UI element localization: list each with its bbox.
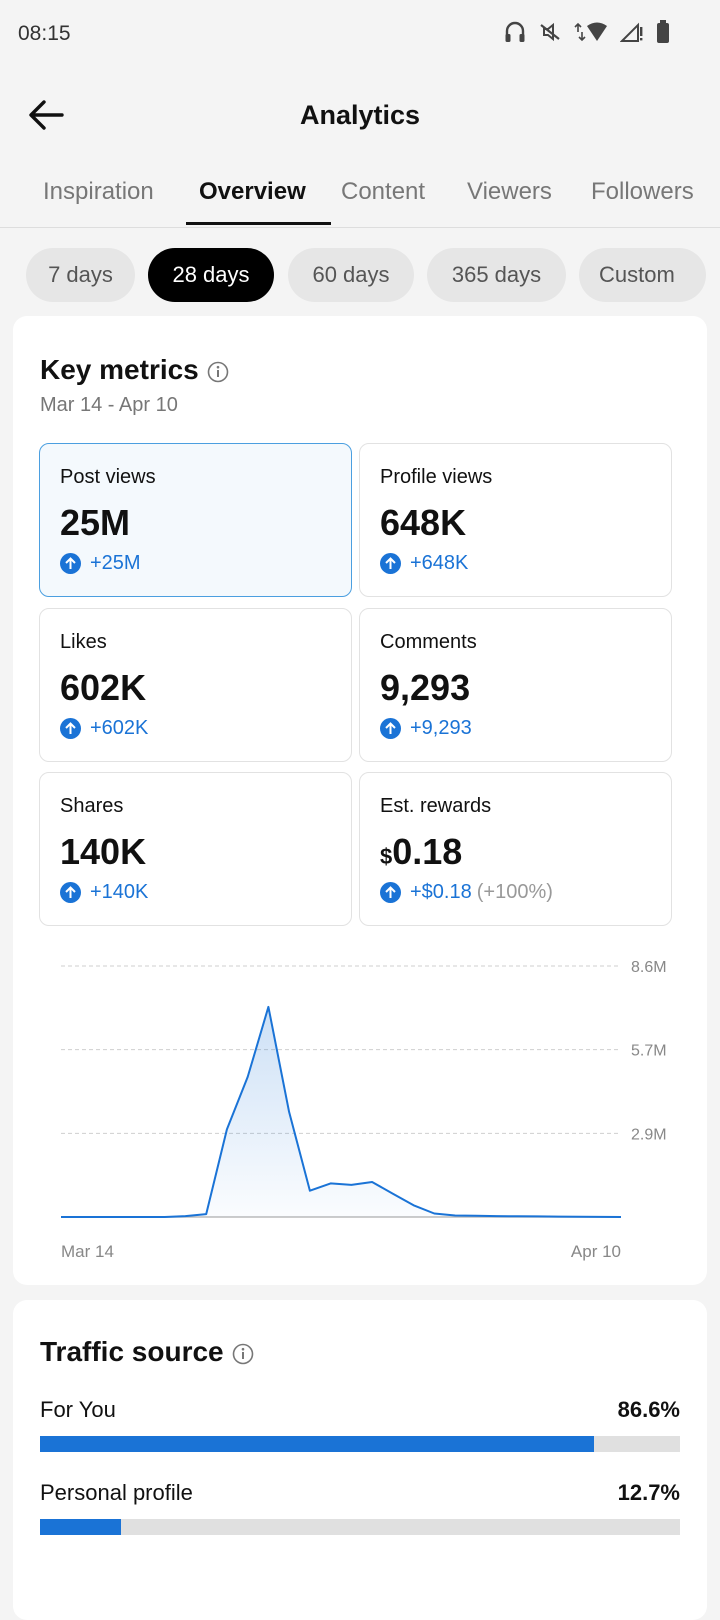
traffic-percent: 12.7% (617, 1480, 680, 1505)
range-chip-60-days[interactable]: 60 days (288, 248, 414, 302)
traffic-source-title: Traffic source (40, 1336, 224, 1367)
metric-value-number: 0.18 (392, 831, 463, 872)
metric-change-value: +$0.18 (410, 881, 472, 903)
metric-change-value: +140K (90, 881, 149, 903)
headphones-icon (505, 21, 525, 42)
metric-label: Post views (60, 466, 156, 488)
metric-change: +9,293 (380, 717, 472, 740)
traffic-label: Personal profile (40, 1480, 193, 1505)
traffic-source-card: Traffic source For You 86.6% Personal pr… (13, 1300, 707, 1620)
mute-icon (540, 22, 560, 42)
chart-svg: 2.9M 5.7M 8.6M Mar 14 Apr 10 (61, 959, 667, 1261)
metric-change: +140K (60, 881, 148, 904)
arrow-up-icon (60, 553, 81, 574)
range-chip-28-days[interactable]: 28 days (148, 248, 274, 302)
metric-value: 140K (60, 831, 147, 872)
key-metrics-title: Key metrics (40, 354, 199, 385)
metric-change: +$0.18 (+100%) (380, 881, 553, 904)
chart-area (61, 1006, 621, 1217)
metric-est-rewards[interactable]: Est. rewards $0.18 +$0.18 (+100%) (359, 772, 672, 926)
traffic-source-heading: Traffic source (40, 1336, 254, 1368)
chart-series-line (61, 1005, 622, 1218)
traffic-label: For You (40, 1397, 116, 1422)
metric-value: $0.18 (380, 831, 462, 873)
traffic-bar-track (40, 1436, 680, 1452)
metric-label: Est. rewards (380, 795, 492, 817)
range-chip-7-days[interactable]: 7 days (26, 248, 135, 302)
back-arrow-icon (29, 100, 64, 130)
metric-label: Likes (60, 631, 107, 653)
tab-inspiration[interactable]: Inspiration (43, 178, 154, 205)
currency-symbol: $ (380, 844, 393, 869)
metric-shares[interactable]: Shares 140K +140K (39, 772, 352, 926)
metric-label: Profile views (380, 466, 493, 488)
metric-post-views[interactable]: Post views 25M +25M (39, 443, 352, 597)
key-metrics-date-range: Mar 14 - Apr 10 (40, 394, 178, 416)
metric-value: 648K (380, 502, 467, 543)
key-metrics-heading: Key metrics (40, 354, 229, 386)
chart-y-tick-label: 8.6M (631, 959, 667, 976)
metric-change: +602K (60, 717, 148, 740)
traffic-bar-fill (40, 1519, 122, 1535)
tab-viewers[interactable]: Viewers (467, 178, 552, 205)
wifi-icon (574, 22, 607, 42)
chart-x-tick-label: Mar 14 (61, 1242, 114, 1261)
metric-change-value: +9,293 (410, 717, 472, 739)
metric-likes[interactable]: Likes 602K +602K (39, 608, 352, 762)
arrow-up-icon (60, 718, 81, 739)
chart-y-tick-label: 5.7M (631, 1043, 667, 1060)
battery-icon (657, 20, 669, 43)
info-icon[interactable] (232, 1343, 254, 1365)
date-range-chips: 7 days 28 days 60 days 365 days Custom (26, 248, 706, 302)
metric-value: 25M (60, 502, 131, 543)
range-chip-custom[interactable]: Custom (579, 248, 706, 302)
range-chip-365-days[interactable]: 365 days (427, 248, 566, 302)
metric-profile-views[interactable]: Profile views 648K +648K (359, 443, 672, 597)
info-icon[interactable] (207, 361, 229, 383)
key-metrics-card: Key metrics Mar 14 - Apr 10 Post views 2… (13, 316, 707, 1285)
post-views-chart[interactable]: 2.9M 5.7M 8.6M Mar 14 Apr 10 (49, 956, 679, 1266)
metric-value: 602K (60, 667, 147, 708)
active-tab-indicator (186, 222, 331, 225)
tab-followers[interactable]: Followers (591, 178, 694, 205)
arrow-up-icon (380, 882, 401, 903)
metric-change-value: +602K (90, 717, 149, 739)
signal-icon (620, 22, 643, 42)
traffic-bar-track (40, 1519, 680, 1535)
metric-comments[interactable]: Comments 9,293 +9,293 (359, 608, 672, 762)
tab-content[interactable]: Content (341, 178, 426, 205)
metric-label: Shares (60, 795, 124, 817)
tab-overview[interactable]: Overview (199, 178, 306, 205)
arrow-up-icon (380, 718, 401, 739)
tab-bar: Inspiration Overview Content Viewers Fol… (0, 162, 720, 228)
metric-change-value: +648K (410, 552, 469, 574)
chart-y-tick-label: 2.9M (631, 1126, 667, 1143)
arrow-up-icon (60, 882, 81, 903)
app-bar: Analytics (0, 72, 720, 162)
status-icons (504, 20, 670, 44)
metric-change-percent: (+100%) (476, 881, 553, 903)
chart-x-tick-label: Apr 10 (571, 1242, 621, 1261)
metric-change-value: +25M (90, 552, 141, 574)
page-title: Analytics (299, 100, 421, 130)
status-bar: 08:15 (0, 0, 720, 72)
metric-change: +25M (60, 552, 141, 575)
back-button[interactable] (26, 98, 66, 132)
metric-label: Comments (380, 631, 477, 653)
metric-change: +648K (380, 552, 468, 575)
traffic-percent: 86.6% (617, 1397, 680, 1422)
status-time: 08:15 (18, 22, 71, 45)
arrow-up-icon (380, 553, 401, 574)
metric-value: 9,293 (380, 667, 471, 708)
traffic-bar-fill (40, 1436, 595, 1452)
